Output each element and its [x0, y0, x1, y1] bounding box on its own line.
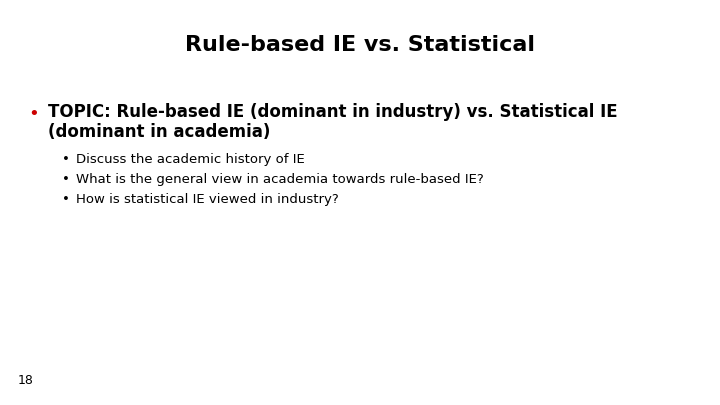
Text: •: • [62, 173, 70, 186]
Text: TOPIC: Rule-based IE (dominant in industry) vs. Statistical IE: TOPIC: Rule-based IE (dominant in indust… [48, 103, 618, 121]
Text: Discuss the academic history of IE: Discuss the academic history of IE [76, 153, 305, 166]
Text: Rule-based IE vs. Statistical: Rule-based IE vs. Statistical [185, 35, 535, 55]
Text: 18: 18 [18, 374, 34, 387]
Text: •: • [28, 105, 39, 123]
Text: What is the general view in academia towards rule-based IE?: What is the general view in academia tow… [76, 173, 484, 186]
Text: •: • [62, 193, 70, 206]
Text: (dominant in academia): (dominant in academia) [48, 123, 271, 141]
Text: •: • [62, 153, 70, 166]
Text: How is statistical IE viewed in industry?: How is statistical IE viewed in industry… [76, 193, 338, 206]
